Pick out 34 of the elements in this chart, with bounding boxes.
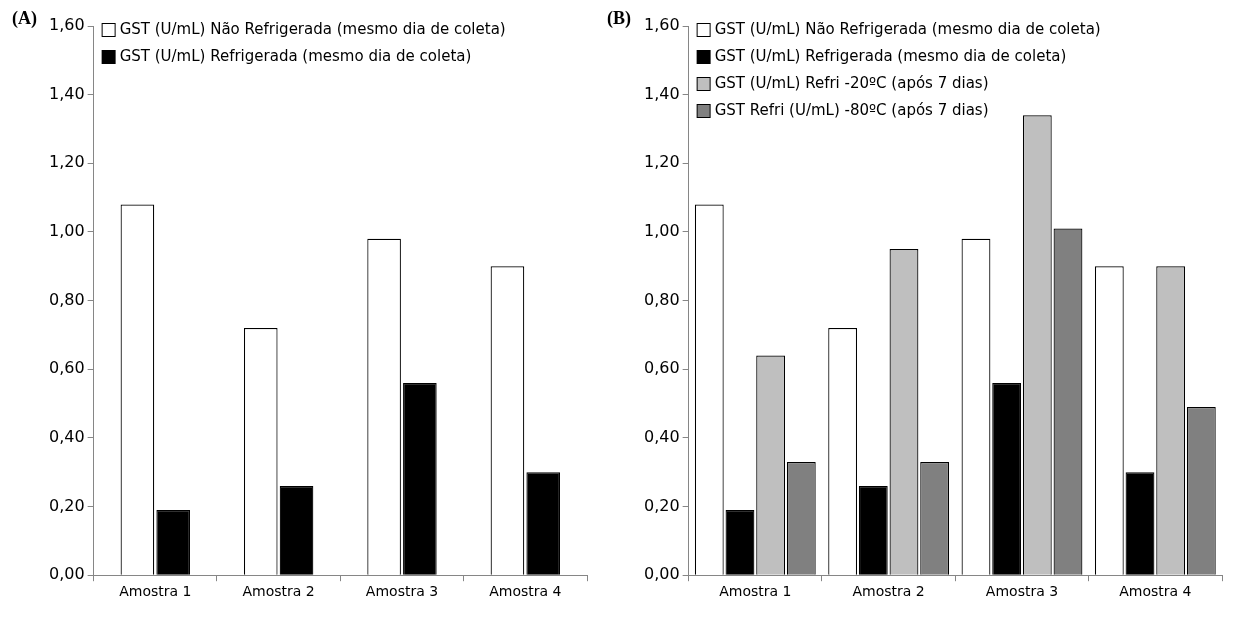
y-tick-label: 0,40 xyxy=(49,427,85,447)
y-tick-label: 0,80 xyxy=(49,289,85,309)
y-tick-label: 1,00 xyxy=(644,221,680,241)
text: (A) xyxy=(12,7,37,29)
y-tick-label: 1,20 xyxy=(644,152,680,172)
y-tick-label: 0,00 xyxy=(49,564,85,584)
y-tick-label: 1,60 xyxy=(644,15,680,35)
y-tick-label: 1,00 xyxy=(49,221,85,241)
y-tick-label: 0,80 xyxy=(644,289,680,309)
legend-label: GST (U/mL) Refrigerada (mesmo dia de coleta) xyxy=(714,46,1067,65)
x-tick-label: Amostra 1 xyxy=(119,583,192,600)
y-tick-label: 0,60 xyxy=(644,358,680,378)
legend-label: GST Refri (U/mL) -80ºC (após 7 dias) xyxy=(714,100,989,119)
y-tick-label: 0,60 xyxy=(49,358,85,378)
x-tick-label: Amostra 2 xyxy=(852,583,925,600)
legend-label: GST (U/mL) Refri -20ºC (após 7 dias) xyxy=(714,73,989,92)
y-tick-label: 0,40 xyxy=(644,427,680,447)
x-tick-label: Amostra 4 xyxy=(1119,583,1192,600)
x-tick-label: Amostra 3 xyxy=(365,583,439,600)
legend-label: GST (U/mL) Refrigerada (mesmo dia de coleta) xyxy=(119,46,472,65)
y-tick-label: 0,20 xyxy=(644,495,680,515)
y-tick-label: 1,60 xyxy=(49,15,85,35)
y-tick-label: 0,00 xyxy=(644,564,680,584)
y-tick-label: 0,20 xyxy=(49,495,85,515)
y-tick-label: 1,40 xyxy=(644,83,680,103)
x-tick-label: Amostra 4 xyxy=(489,583,562,600)
x-tick-label: Amostra 1 xyxy=(719,583,792,600)
legend-label: GST (U/mL) Não Refrigerada (mesmo dia de coleta) xyxy=(119,19,506,38)
text: (B) xyxy=(607,7,631,29)
y-tick-label: 1,20 xyxy=(49,152,85,172)
x-tick-label: Amostra 2 xyxy=(242,583,315,600)
x-tick-label: Amostra 3 xyxy=(985,583,1059,600)
y-tick-label: 1,40 xyxy=(49,83,85,103)
legend-label: GST (U/mL) Não Refrigerada (mesmo dia de coleta) xyxy=(714,19,1101,38)
